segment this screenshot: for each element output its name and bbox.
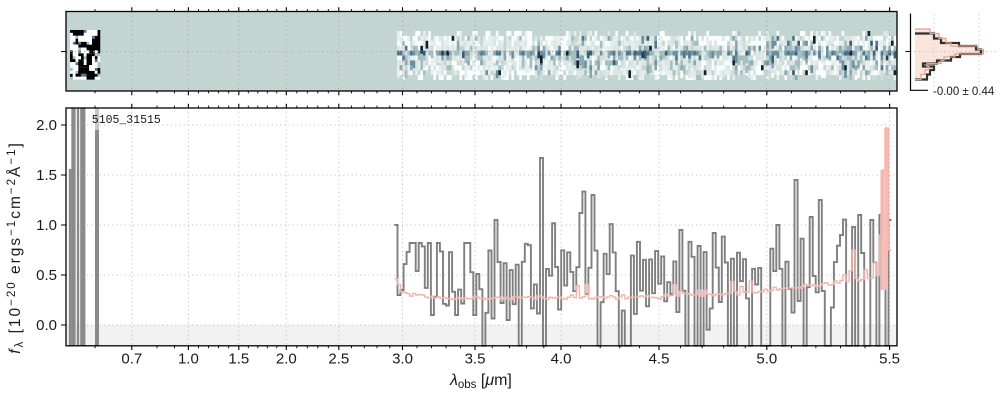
svg-text:4.0: 4.0 [551, 351, 572, 368]
svg-text:1.0: 1.0 [178, 351, 199, 368]
svg-text:λobs [μm]: λobs [μm] [449, 372, 512, 391]
svg-text:2.5: 2.5 [328, 351, 349, 368]
svg-text:0.7: 0.7 [121, 351, 142, 368]
svg-text:3.0: 3.0 [392, 351, 413, 368]
svg-text:2.0: 2.0 [36, 117, 57, 134]
svg-text:1.5: 1.5 [228, 351, 249, 368]
svg-text:5105_31515: 5105_31515 [92, 114, 161, 127]
svg-text:0.5: 0.5 [36, 267, 57, 284]
svg-text:1.0: 1.0 [36, 217, 57, 234]
svg-text:-0.00 ± 0.44: -0.00 ± 0.44 [933, 86, 995, 98]
svg-text:1.5: 1.5 [36, 167, 57, 184]
svg-text:2.0: 2.0 [276, 351, 297, 368]
svg-text:4.5: 4.5 [649, 351, 670, 368]
svg-text:5.0: 5.0 [756, 351, 777, 368]
svg-text:0.0: 0.0 [36, 317, 57, 334]
svg-text:fλ [10−20 ergs−1cm−2Å−1]: fλ [10−20 ergs−1cm−2Å−1] [6, 141, 26, 354]
svg-text:3.5: 3.5 [465, 351, 486, 368]
svg-text:5.5: 5.5 [879, 351, 900, 368]
